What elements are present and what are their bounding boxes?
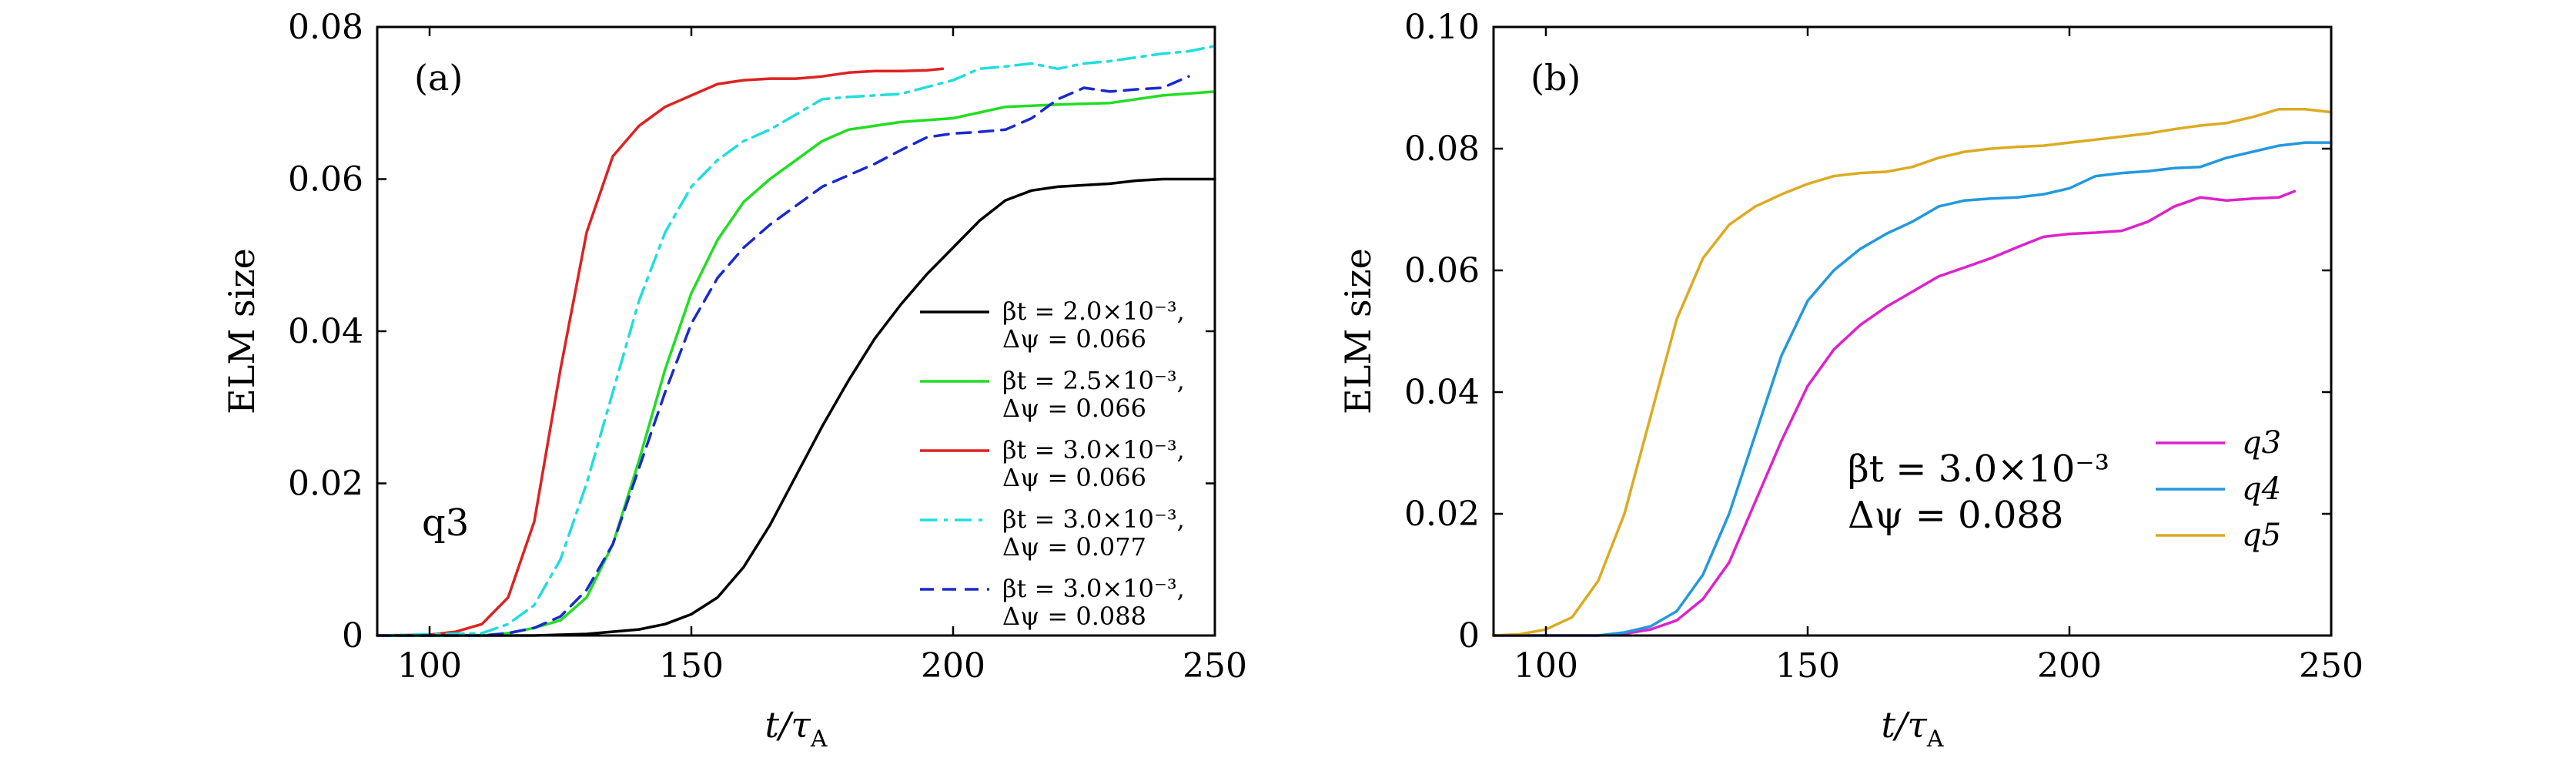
series-line-5 (376, 75, 1190, 637)
plot-frame (1492, 25, 2333, 637)
series-line-4 (376, 44, 1216, 637)
legend-label-3: βt = 3.0×10⁻³, (1002, 435, 1185, 465)
y-tick-label: 0.04 (1404, 373, 1480, 412)
y-tick-label: 0.10 (1404, 8, 1480, 47)
legend-label-5: βt = 3.0×10⁻³, (1002, 574, 1185, 603)
chart-panel-b: 100 150 200 250 0 0.02 0.04 0.06 0.08 0.10 t/τA ELM… (1337, 8, 2364, 753)
y-tick-label: 0.08 (288, 8, 363, 47)
panel-label: (a) (414, 57, 463, 99)
x-tick-label: 100 (1514, 646, 1578, 686)
x-axis-title: t/τA (764, 704, 827, 753)
series-line-1 (376, 177, 1216, 637)
annotation-delta: Δψ = 0.088 (1848, 494, 2063, 537)
legend-label-q4: q4 (2242, 471, 2281, 507)
x-axis-title-main: t/τ (764, 704, 811, 746)
y-tick-label: 0.06 (288, 160, 363, 200)
series-line-3 (1492, 107, 2333, 637)
x-tick-label: 250 (2299, 646, 2364, 686)
legend-label-2: βt = 2.5×10⁻³, (1002, 366, 1185, 395)
legend-label-4-sub: Δψ = 0.077 (1002, 532, 1146, 562)
chart-panel-a: 100 150 200 250 0 0.02 0.04 0.06 0.08 t/τA ELM siz… (221, 8, 1247, 753)
x-axis-title: t/τA (1881, 704, 1943, 753)
y-tick-label: 0 (342, 616, 363, 656)
legend-label-q3: q3 (2242, 425, 2281, 461)
y-tick-label: 0.02 (1404, 495, 1480, 534)
series-line-3 (376, 67, 945, 637)
series-line-1 (1492, 190, 2297, 637)
series-line-2 (376, 90, 1216, 637)
x-axis-title-sub: A (1926, 726, 1944, 753)
x-tick-label: 150 (1775, 646, 1840, 686)
annotation-beta: βt = 3.0×10⁻³ (1848, 448, 2109, 491)
legend-label-q5: q5 (2242, 518, 2281, 553)
series-line-2 (1492, 141, 2333, 637)
legend-label-3-sub: Δψ = 0.066 (1002, 463, 1146, 492)
y-tick-label: 0.02 (288, 465, 363, 504)
y-tick-label: 0.06 (1404, 251, 1480, 290)
legend-label-2-sub: Δψ = 0.066 (1002, 394, 1146, 423)
x-tick-label: 250 (1183, 646, 1247, 686)
y-axis-title: ELM size (221, 248, 263, 414)
x-axis-title-main: t/τ (1881, 704, 1928, 746)
x-axis-title-sub: A (810, 726, 828, 753)
y-tick-label: 0 (1458, 616, 1480, 656)
legend-label-4: βt = 3.0×10⁻³, (1002, 505, 1185, 534)
y-tick-label: 0.08 (1404, 129, 1480, 169)
y-tick-label: 0.04 (288, 312, 363, 351)
panel-label: (b) (1531, 57, 1581, 99)
x-tick-label: 150 (659, 646, 724, 686)
x-tick-label: 100 (397, 646, 462, 686)
legend-label-5-sub: Δψ = 0.088 (1002, 602, 1146, 631)
legend-label-1-sub: Δψ = 0.066 (1002, 324, 1146, 354)
annotation-q3: q3 (422, 501, 469, 545)
legend-label-1: βt = 2.0×10⁻³, (1002, 297, 1185, 326)
x-tick-label: 200 (2037, 646, 2102, 686)
x-tick-label: 200 (921, 646, 985, 686)
y-axis-title: ELM size (1337, 248, 1379, 414)
